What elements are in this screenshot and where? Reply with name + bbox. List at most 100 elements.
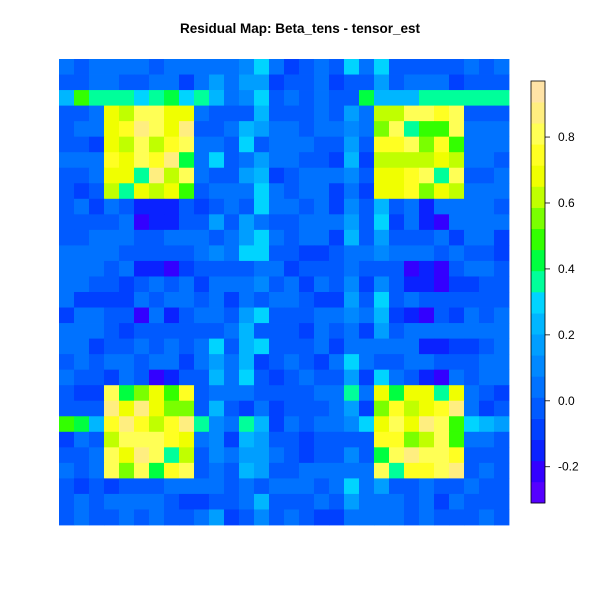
heatmap-cell [389, 307, 405, 324]
heatmap-cell [329, 260, 345, 277]
heatmap-cell [344, 121, 360, 138]
heatmap-cells [59, 59, 510, 526]
heatmap-cell [419, 338, 435, 355]
heatmap-cell [59, 400, 75, 417]
heatmap-cell [464, 462, 480, 479]
heatmap-cell [119, 198, 135, 215]
heatmap-cell [404, 509, 420, 526]
heatmap-cell [359, 245, 375, 262]
heatmap-cell [314, 447, 330, 464]
heatmap-cell [194, 245, 210, 262]
heatmap-cell [464, 478, 480, 495]
heatmap-cell [149, 276, 165, 293]
heatmap-cell [359, 214, 375, 231]
heatmap-cell [164, 509, 180, 526]
heatmap-cell [479, 245, 495, 262]
heatmap-cell [299, 121, 315, 138]
heatmap-cell [149, 198, 165, 215]
heatmap-cell [479, 90, 495, 106]
heatmap-cell [269, 136, 285, 153]
heatmap-cell [164, 74, 180, 91]
heatmap-cell [239, 74, 255, 91]
heatmap-cell [419, 462, 435, 479]
heatmap-cell [464, 229, 480, 246]
heatmap-cell [284, 74, 300, 91]
heatmap-cell [404, 136, 420, 153]
heatmap-cell [404, 152, 420, 169]
heatmap-cell [344, 462, 360, 479]
heatmap-cell [269, 416, 285, 433]
heatmap-cell [164, 307, 180, 324]
heatmap-cell [494, 447, 510, 464]
heatmap-cell [179, 198, 195, 215]
heatmap-cell [239, 400, 255, 417]
heatmap-cell [359, 323, 375, 339]
heatmap-cell [404, 416, 420, 433]
heatmap-cell [314, 292, 330, 308]
heatmap-cell [449, 369, 465, 386]
heatmap-cell [329, 59, 345, 75]
heatmap-cell [254, 354, 270, 371]
heatmap-cell [434, 90, 450, 106]
heatmap-cell [419, 90, 435, 106]
heatmap-cell [434, 167, 450, 184]
heatmap-cell [284, 493, 300, 510]
heatmap-cell [329, 292, 345, 308]
heatmap-cell [224, 90, 240, 106]
heatmap-cell [269, 385, 285, 402]
heatmap-cell [89, 152, 105, 169]
heatmap-cell [419, 493, 435, 510]
heatmap-cell [134, 509, 150, 526]
heatmap-cell [194, 354, 210, 371]
heatmap-cell [74, 400, 90, 417]
heatmap-cell [419, 416, 435, 433]
heatmap-cell [344, 152, 360, 169]
heatmap-cell [149, 509, 165, 526]
heatmap-cell [479, 493, 495, 510]
heatmap-cell [59, 59, 75, 75]
heatmap-cell [359, 493, 375, 510]
heatmap-cell [74, 307, 90, 324]
heatmap-cell [494, 385, 510, 402]
heatmap-cell [209, 183, 225, 200]
colorbar-swatch [531, 376, 545, 398]
heatmap-cell [104, 183, 120, 200]
heatmap-cell [164, 369, 180, 386]
heatmap-cell [299, 152, 315, 169]
heatmap-cell [359, 276, 375, 293]
heatmap-cell [494, 307, 510, 324]
heatmap-cell [449, 183, 465, 200]
heatmap-cell [419, 183, 435, 200]
heatmap-cell [299, 214, 315, 231]
heatmap-cell [494, 369, 510, 386]
heatmap-cell [434, 59, 450, 75]
heatmap-cell [434, 369, 450, 386]
heatmap-cell [89, 276, 105, 293]
heatmap-cell [104, 338, 120, 355]
heatmap-cell [134, 416, 150, 433]
heatmap-cell [269, 478, 285, 495]
heatmap-cell [449, 292, 465, 308]
heatmap-cell [479, 105, 495, 122]
heatmap-cell [74, 167, 90, 184]
heatmap-cell [89, 105, 105, 122]
heatmap-cell [74, 59, 90, 75]
heatmap-cell [419, 245, 435, 262]
heatmap-cell [329, 369, 345, 386]
heatmap-cell [239, 198, 255, 215]
heatmap-cell [374, 323, 390, 339]
heatmap-cell [149, 447, 165, 464]
heatmap-cell [164, 152, 180, 169]
heatmap-cell [74, 493, 90, 510]
heatmap-cell [479, 307, 495, 324]
heatmap-cell [404, 354, 420, 371]
heatmap-cell [419, 354, 435, 371]
heatmap-cell [374, 493, 390, 510]
heatmap-cell [404, 229, 420, 246]
heatmap-cell [89, 385, 105, 402]
heatmap-cell [104, 105, 120, 122]
heatmap-cell [149, 74, 165, 91]
heatmap-cell [329, 121, 345, 138]
heatmap-cell [104, 400, 120, 417]
heatmap-cell [329, 90, 345, 106]
